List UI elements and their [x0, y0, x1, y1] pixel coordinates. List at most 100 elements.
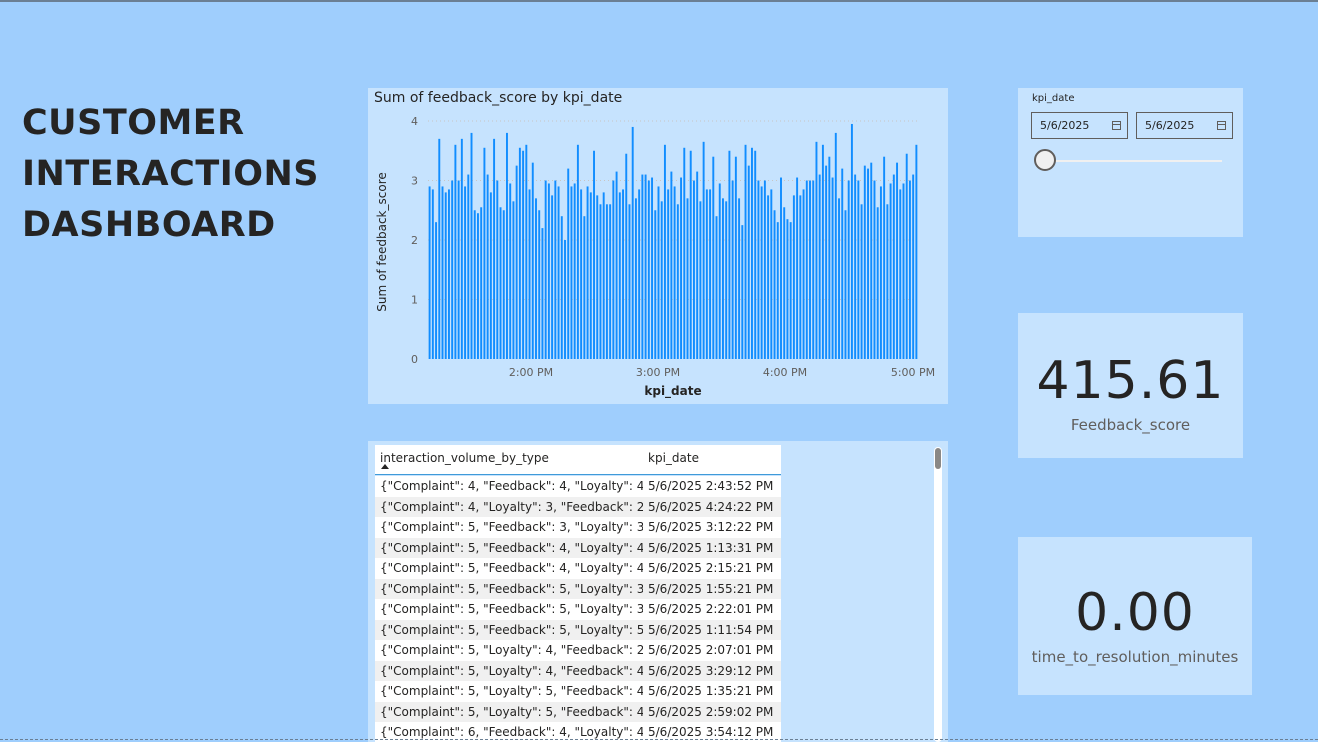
- bar: [802, 189, 805, 359]
- bar: [718, 183, 721, 359]
- dashboard-title: CUSTOMER INTERACTIONS DASHBOARD: [22, 98, 319, 251]
- bar: [615, 171, 618, 359]
- scrollbar-thumb[interactable]: [935, 448, 941, 469]
- calendar-icon[interactable]: [1217, 121, 1226, 130]
- interactions-table: interaction_volume_by_type kpi_date {"Co…: [375, 445, 781, 742]
- bar: [589, 192, 592, 359]
- table-row[interactable]: {"Complaint": 5, "Loyalty": 5, "Feedback…: [375, 701, 781, 722]
- sort-ascending-icon[interactable]: [381, 464, 389, 469]
- bar: [618, 192, 621, 359]
- bar: [857, 180, 860, 359]
- bar: [570, 186, 573, 359]
- kpi-value: 0.00: [1075, 583, 1195, 643]
- y-axis-title: Sum of feedback_score: [375, 172, 389, 311]
- chart-canvas: 0 1 2 3 4 2:00 PM 3:00 PM 4:00 PM 5:00 PM kpi_dat…: [375, 115, 935, 399]
- y-tick-label: 4: [411, 115, 418, 128]
- table-row[interactable]: {"Complaint": 5, "Feedback": 5, "Loyalty…: [375, 619, 781, 640]
- cell-kpi-date: 5/6/2025 4:24:22 PM: [648, 499, 774, 514]
- bar: [493, 138, 496, 359]
- bar: [847, 180, 850, 359]
- bar: [889, 183, 892, 359]
- y-tick-label: 1: [411, 294, 418, 307]
- bar: [686, 198, 689, 359]
- table-scrollbar[interactable]: [934, 447, 942, 742]
- table-row[interactable]: {"Complaint": 5, "Feedback": 5, "Loyalty…: [375, 599, 781, 620]
- table-row[interactable]: {"Complaint": 5, "Loyalty": 4, "Feedback…: [375, 640, 781, 661]
- cell-kpi-date: 5/6/2025 1:35:21 PM: [648, 684, 774, 698]
- bar: [457, 180, 460, 359]
- cell-interaction-volume: {"Complaint": 5, "Loyalty": 4, "Feedback…: [380, 643, 643, 657]
- cell-kpi-date: 5/6/2025 2:15:21 PM: [648, 561, 774, 575]
- bar: [899, 189, 902, 359]
- bar: [477, 213, 479, 359]
- column-header-interaction-volume[interactable]: interaction_volume_by_type: [380, 451, 549, 465]
- bar: [647, 180, 650, 359]
- bar: [683, 147, 686, 359]
- top-border: [0, 0, 1318, 2]
- bar: [879, 186, 882, 359]
- table-row[interactable]: {"Complaint": 5, "Feedback": 4, "Loyalty…: [375, 558, 781, 579]
- bar: [696, 171, 699, 359]
- bar: [892, 174, 895, 359]
- bar: [841, 168, 844, 359]
- table-row[interactable]: {"Complaint": 5, "Loyalty": 5, "Feedback…: [375, 681, 781, 702]
- bar: [760, 186, 763, 359]
- cell-interaction-volume: {"Complaint": 5, "Loyalty": 4, "Feedback…: [380, 663, 643, 678]
- start-date-input[interactable]: 5/6/2025: [1031, 112, 1128, 139]
- table-row[interactable]: {"Complaint": 5, "Feedback": 3, "Loyalty…: [375, 517, 781, 538]
- y-tick-label: 0: [411, 353, 418, 366]
- bar: [908, 180, 911, 359]
- bar: [738, 198, 741, 359]
- date-slicer[interactable]: kpi_date 5/6/2025 5/6/2025: [1018, 88, 1243, 237]
- table-row[interactable]: {"Complaint": 6, "Feedback": 4, "Loyalty…: [375, 722, 781, 742]
- bar: [860, 204, 863, 359]
- bar: [502, 210, 505, 359]
- bar: [863, 165, 866, 360]
- bar: [680, 177, 683, 359]
- bar: [605, 204, 608, 359]
- table-row[interactable]: {"Complaint": 4, "Loyalty": 3, "Feedback…: [375, 496, 781, 517]
- x-axis-title: kpi_date: [644, 384, 701, 399]
- bar: [741, 225, 744, 360]
- bar: [506, 132, 508, 359]
- bar: [435, 222, 438, 359]
- bar: [551, 195, 554, 360]
- feedback-score-chart[interactable]: Sum of feedback_score by kpi_date 0 1 2 3 4 2…: [368, 88, 948, 404]
- bar: [583, 216, 586, 359]
- table-row[interactable]: {"Complaint": 5, "Feedback": 5, "Loyalty…: [375, 578, 781, 599]
- cell-interaction-volume: {"Complaint": 5, "Loyalty": 5, "Feedback…: [380, 704, 643, 719]
- x-tick-label: 2:00 PM: [509, 366, 553, 379]
- cell-kpi-date: 5/6/2025 3:29:12 PM: [648, 663, 774, 678]
- end-date-input[interactable]: 5/6/2025: [1136, 112, 1233, 139]
- table-row[interactable]: {"Complaint": 5, "Feedback": 4, "Loyalty…: [375, 537, 781, 558]
- table-row[interactable]: {"Complaint": 5, "Loyalty": 4, "Feedback…: [375, 660, 781, 681]
- title-line-3: DASHBOARD: [22, 205, 276, 245]
- bar: [660, 201, 663, 359]
- bar: [799, 195, 802, 360]
- cell-kpi-date: 5/6/2025 2:43:52 PM: [648, 479, 774, 493]
- bar: [734, 156, 737, 359]
- bar: [689, 150, 692, 359]
- calendar-icon[interactable]: [1112, 121, 1121, 130]
- bar: [499, 207, 502, 359]
- bar: [912, 174, 915, 359]
- bar: [757, 180, 760, 359]
- date-slider-handle[interactable]: [1034, 149, 1056, 171]
- bar: [754, 150, 757, 359]
- bar: [447, 189, 450, 359]
- bar: [744, 144, 747, 359]
- bar: [473, 210, 476, 359]
- bar: [673, 186, 676, 359]
- column-header-kpi-date[interactable]: kpi_date: [648, 451, 699, 465]
- bar: [896, 162, 899, 359]
- date-slider-track[interactable]: [1046, 160, 1222, 162]
- table-row[interactable]: {"Complaint": 4, "Feedback": 4, "Loyalty…: [375, 476, 781, 497]
- bar: [834, 132, 837, 359]
- bar: [786, 219, 789, 359]
- bar: [634, 198, 637, 359]
- bar: [580, 189, 583, 359]
- bar: [567, 168, 570, 359]
- cell-kpi-date: 5/6/2025 3:12:22 PM: [648, 520, 774, 534]
- cell-kpi-date: 5/6/2025 1:55:21 PM: [648, 581, 774, 596]
- bar: [870, 162, 873, 359]
